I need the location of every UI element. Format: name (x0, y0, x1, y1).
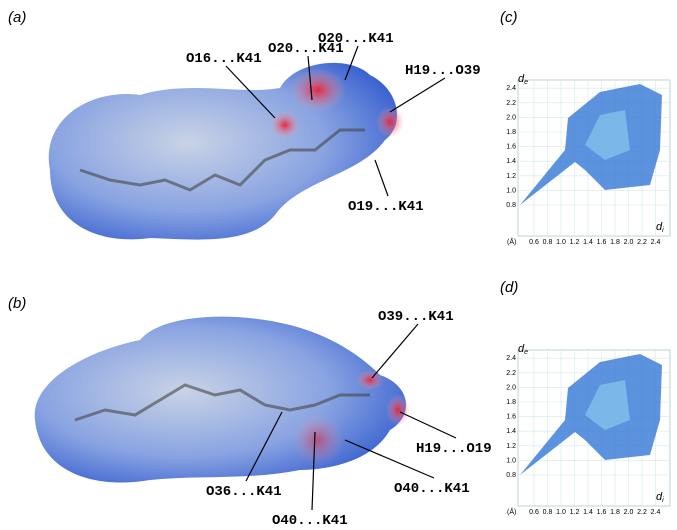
panel-label: (d) (500, 279, 518, 296)
unit-label: (Å) (507, 237, 516, 246)
x-axis-label: di (656, 491, 664, 504)
x-tick-label: 1.2 (570, 509, 580, 516)
x-tick-label: 1.2 (570, 239, 580, 246)
contact-spot (356, 370, 384, 390)
x-tick-label: 1.8 (610, 509, 620, 516)
annotation: H19...O39 (405, 63, 481, 79)
x-tick-label: 0.6 (529, 509, 539, 516)
y-tick-label: 2.0 (506, 114, 516, 121)
x-tick-label: 0.8 (543, 509, 553, 516)
x-axis-label: di (656, 221, 664, 234)
y-axis-subscript: e (524, 79, 528, 86)
x-tick-label: 2.0 (624, 509, 634, 516)
x-tick-label: 2.0 (624, 239, 634, 246)
y-tick-label: 1.6 (506, 144, 516, 151)
x-tick-label: 1.6 (597, 509, 607, 516)
y-tick-label: 2.2 (506, 370, 516, 377)
contact-spot (386, 394, 410, 426)
annotation: O19...K41 (348, 199, 424, 215)
y-tick-label: 1.2 (506, 173, 516, 180)
x-tick-label: 1.0 (556, 509, 566, 516)
y-tick-label: 0.8 (506, 472, 516, 479)
y-axis-label: de (518, 73, 528, 86)
x-tick-label: 2.4 (651, 239, 661, 246)
annotation: O40...K41 (272, 513, 348, 529)
x-tick-label: 0.6 (529, 239, 539, 246)
y-tick-label: 0.8 (506, 202, 516, 209)
x-tick-label: 2.4 (651, 509, 661, 516)
leader-line (400, 412, 456, 438)
panel-label: (b) (8, 295, 26, 312)
panel-label: (c) (500, 9, 518, 26)
x-tick-label: 1.4 (583, 239, 593, 246)
y-tick-label: 1.8 (506, 129, 516, 136)
unit-label: (Å) (507, 507, 516, 516)
annotation: O40...K41 (394, 481, 470, 497)
annotation: H19...O19 (416, 441, 492, 457)
y-axis-label: de (518, 343, 528, 356)
x-tick-label: 1.8 (610, 239, 620, 246)
contact-spot (290, 68, 346, 112)
y-tick-label: 2.0 (506, 384, 516, 391)
annotation: O16...K41 (186, 51, 262, 67)
x-tick-label: 1.4 (583, 509, 593, 516)
contact-spot (292, 414, 344, 466)
leader-line (390, 78, 445, 112)
y-tick-label: 2.2 (506, 100, 516, 107)
annotation: O20...K41 (318, 31, 394, 47)
y-tick-label: 1.6 (506, 414, 516, 421)
contact-spot (270, 111, 300, 139)
x-tick-label: 0.8 (543, 239, 553, 246)
y-tick-label: 2.4 (506, 85, 516, 92)
annotation: O36...K41 (206, 484, 282, 500)
y-tick-label: 1.8 (506, 399, 516, 406)
x-tick-label: 2.2 (637, 239, 647, 246)
leader-line (372, 324, 418, 378)
y-tick-label: 1.4 (506, 158, 516, 165)
surface (35, 317, 406, 483)
panel-label: (a) (8, 9, 26, 26)
leader-line (375, 160, 388, 196)
figure: (a)O20...K41O20...K41O16...K41H19...O39O… (0, 0, 677, 530)
x-axis-subscript: i (662, 227, 664, 234)
x-tick-label: 2.2 (637, 509, 647, 516)
x-tick-label: 1.6 (597, 239, 607, 246)
y-tick-label: 2.4 (506, 355, 516, 362)
x-tick-label: 1.0 (556, 239, 566, 246)
y-axis-subscript: e (524, 349, 528, 356)
x-axis-subscript: i (662, 497, 664, 504)
y-tick-label: 1.2 (506, 443, 516, 450)
y-tick-label: 1.4 (506, 428, 516, 435)
contact-spot (376, 106, 404, 138)
annotation: O39...K41 (378, 309, 454, 325)
y-tick-label: 1.0 (506, 187, 516, 194)
y-tick-label: 1.0 (506, 457, 516, 464)
